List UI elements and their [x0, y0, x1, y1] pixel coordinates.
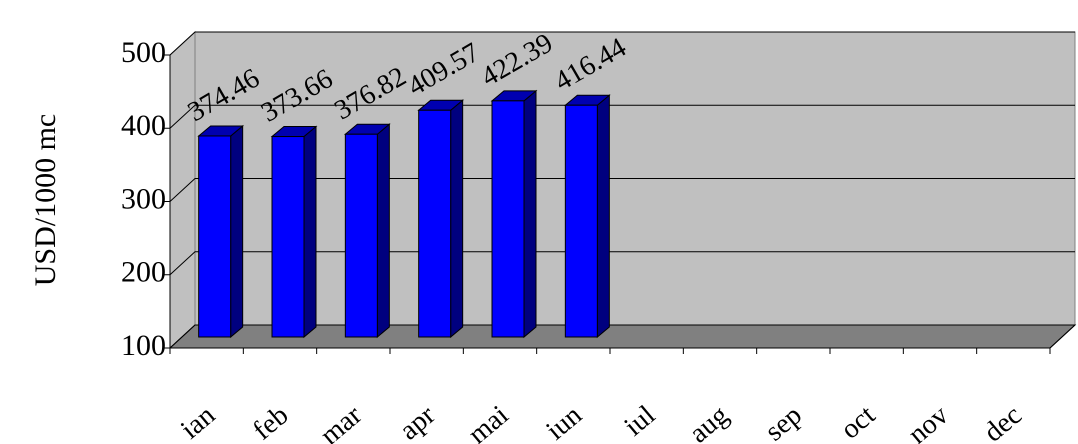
bar-side: [450, 99, 464, 339]
bar-front: [564, 104, 598, 338]
bar-front: [418, 109, 452, 338]
bar: [343, 123, 391, 339]
x-tick-label: iul: [619, 399, 662, 442]
y-tick-label: 400: [121, 109, 166, 142]
grid-line: [169, 178, 1075, 202]
bar: [270, 125, 318, 339]
x-tick-label: sep: [759, 400, 808, 444]
bar-front: [491, 100, 525, 338]
y-tick-label: 100: [121, 329, 166, 362]
x-tick-label: mai: [462, 399, 514, 444]
x-tick-label: nov: [902, 400, 954, 444]
y-tick-label: 200: [121, 256, 166, 289]
bar-side: [303, 125, 317, 339]
y-tick-label: 500: [121, 36, 166, 69]
x-tick-label: ian: [175, 400, 221, 444]
x-tick-label: apr: [394, 399, 442, 444]
bar: [197, 124, 245, 339]
bar-side: [596, 94, 610, 339]
bar: [417, 99, 465, 339]
bar-side: [230, 124, 244, 339]
grid-line: [169, 104, 1075, 129]
bar: [563, 94, 611, 339]
x-tick-label: oct: [835, 399, 881, 444]
bar-side: [376, 123, 390, 339]
bar-side: [523, 89, 537, 339]
bar-front: [271, 136, 305, 338]
x-tick-label: dec: [978, 400, 1028, 444]
grid-line: [169, 31, 1075, 56]
x-axis-end: [1049, 324, 1076, 349]
x-tick-label: aug: [684, 400, 735, 444]
bar: [490, 89, 538, 339]
y-tick-label: 300: [121, 182, 166, 215]
grid-line: [169, 324, 1075, 349]
bar-front: [344, 133, 378, 338]
bar-front: [198, 135, 232, 338]
x-tick-label: iun: [540, 400, 587, 444]
grid-line: [169, 251, 1075, 276]
y-axis-label: USD/1000 mc: [29, 114, 62, 287]
x-tick-label: mar: [315, 399, 369, 444]
x-tick-label: feb: [247, 400, 294, 444]
